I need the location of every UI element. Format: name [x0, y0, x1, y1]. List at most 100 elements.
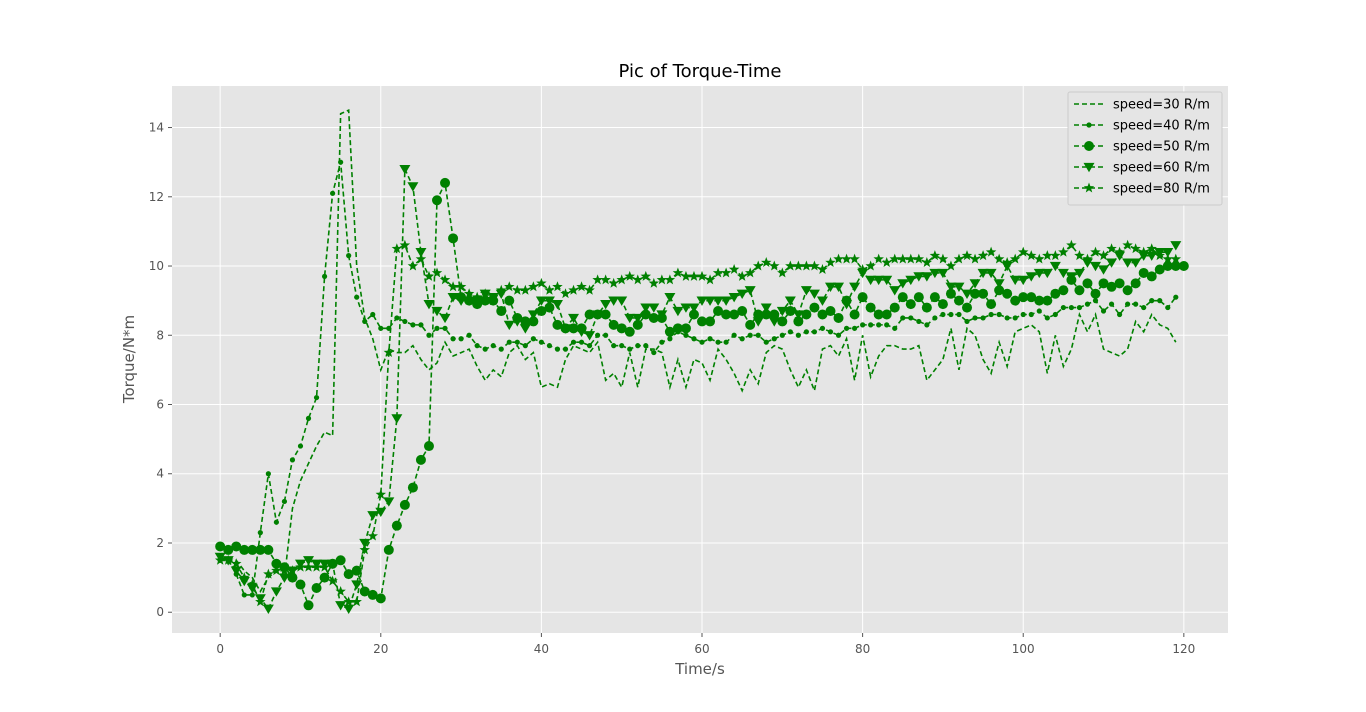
- data-point: [857, 263, 868, 274]
- data-point: [1173, 294, 1179, 300]
- chart-title: Pic of Torque-Time: [619, 61, 782, 82]
- data-point: [680, 270, 692, 281]
- data-point: [378, 325, 384, 331]
- data-point: [1001, 257, 1013, 268]
- data-point: [616, 296, 628, 306]
- data-point: [873, 253, 884, 264]
- data-point: [809, 302, 820, 313]
- data-point: [683, 332, 689, 338]
- data-point: [761, 257, 772, 268]
- legend-label: speed=40 R/m: [1113, 119, 1210, 134]
- data-point: [752, 260, 764, 271]
- x-tick-label: 20: [373, 642, 388, 656]
- data-point: [640, 303, 652, 313]
- data-point: [801, 309, 812, 320]
- data-point: [889, 286, 901, 296]
- data-point: [343, 569, 354, 580]
- legend-label: speed=60 R/m: [1113, 161, 1210, 176]
- data-point: [503, 320, 515, 331]
- data-point: [736, 289, 748, 299]
- data-point: [466, 332, 472, 338]
- data-point: [338, 159, 344, 165]
- data-point: [289, 457, 296, 463]
- data-point: [776, 306, 788, 317]
- data-point: [474, 343, 480, 349]
- data-point: [948, 311, 954, 318]
- data-point: [383, 347, 395, 358]
- data-point: [1108, 301, 1115, 307]
- data-point: [415, 253, 427, 264]
- data-point: [1106, 258, 1118, 268]
- data-point: [471, 296, 483, 306]
- data-point: [279, 565, 290, 576]
- data-point: [1083, 182, 1095, 193]
- data-point: [873, 275, 885, 286]
- data-point: [616, 274, 627, 285]
- data-point: [978, 288, 989, 299]
- data-point: [707, 336, 713, 342]
- data-point: [881, 309, 892, 320]
- data-point: [800, 286, 812, 296]
- data-point: [1100, 308, 1107, 314]
- data-point: [889, 302, 900, 313]
- data-point: [1116, 311, 1123, 318]
- data-point: [311, 582, 322, 593]
- data-point: [793, 260, 804, 271]
- data-point: [359, 544, 370, 555]
- data-point: [624, 326, 635, 337]
- data-point: [423, 441, 434, 452]
- data-point: [868, 322, 874, 328]
- data-point: [568, 323, 579, 334]
- data-point: [504, 295, 515, 306]
- data-point: [811, 329, 818, 335]
- series-4: [214, 164, 1182, 614]
- data-point: [530, 336, 536, 342]
- y-tick-label: 0: [156, 605, 164, 619]
- data-point: [375, 593, 386, 604]
- data-point: [731, 332, 737, 338]
- data-point: [728, 293, 740, 303]
- data-point: [1146, 243, 1157, 254]
- data-point: [611, 343, 617, 349]
- data-point: [937, 253, 949, 264]
- x-tick-label: 0: [216, 642, 224, 656]
- data-point: [223, 544, 234, 555]
- data-point: [1049, 261, 1061, 272]
- data-point: [455, 281, 467, 292]
- data-point: [487, 295, 499, 306]
- data-point: [921, 272, 933, 282]
- data-point: [849, 282, 861, 293]
- data-point: [423, 299, 435, 310]
- data-point: [415, 454, 426, 465]
- data-point: [434, 325, 440, 331]
- data-point: [723, 339, 729, 345]
- data-point: [857, 292, 868, 303]
- data-point: [512, 284, 523, 295]
- data-point: [471, 291, 483, 302]
- data-point: [351, 596, 362, 607]
- data-point: [697, 316, 708, 327]
- data-point: [1083, 162, 1095, 173]
- data-point: [1178, 261, 1189, 272]
- data-point: [664, 274, 676, 285]
- data-point: [215, 541, 226, 552]
- data-point: [1170, 241, 1182, 251]
- y-axis-ticks: 0 2 4 6 8 10 12 14: [149, 121, 172, 619]
- data-point: [608, 319, 619, 330]
- y-tick-label: 12: [149, 190, 164, 204]
- data-point: [953, 253, 965, 264]
- data-point: [455, 296, 467, 306]
- x-axis-label: Time/s: [674, 660, 725, 678]
- data-point: [929, 250, 941, 261]
- data-point: [667, 336, 673, 342]
- x-tick-label: 40: [534, 642, 549, 656]
- data-point: [370, 311, 376, 318]
- data-point: [1086, 122, 1092, 128]
- data-point: [519, 324, 531, 334]
- data-point: [552, 281, 563, 292]
- data-point: [969, 253, 981, 264]
- data-point: [239, 572, 250, 583]
- series-line: [219, 109, 1177, 594]
- data-point: [825, 306, 836, 317]
- data-point: [1081, 258, 1093, 268]
